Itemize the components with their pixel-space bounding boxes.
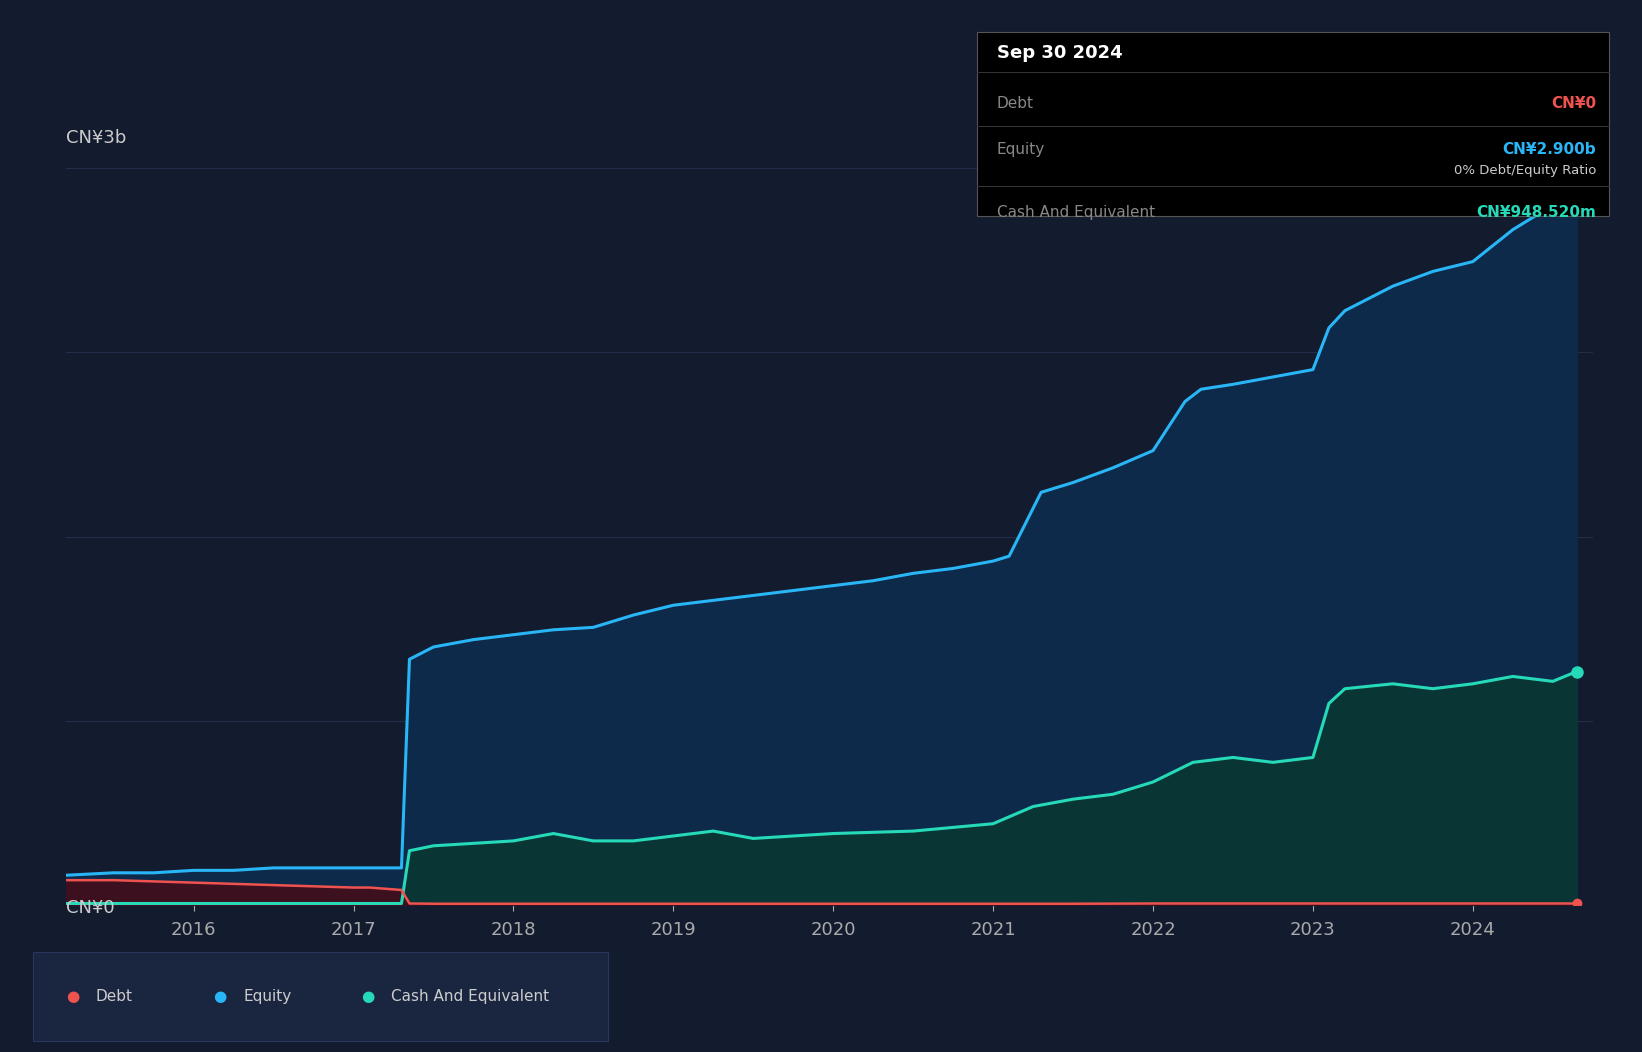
Text: CN¥3b: CN¥3b: [66, 129, 126, 147]
Text: 0% Debt/Equity Ratio: 0% Debt/Equity Ratio: [1453, 164, 1596, 177]
Text: CN¥2.900b: CN¥2.900b: [1502, 142, 1596, 157]
Text: ●: ●: [361, 989, 374, 1004]
Text: ●: ●: [66, 989, 79, 1004]
Text: Debt: Debt: [997, 96, 1034, 110]
Text: Equity: Equity: [243, 989, 291, 1004]
Text: Equity: Equity: [997, 142, 1044, 157]
Text: ●: ●: [213, 989, 227, 1004]
Text: Cash And Equivalent: Cash And Equivalent: [391, 989, 548, 1004]
Text: Cash And Equivalent: Cash And Equivalent: [997, 205, 1154, 220]
Text: CN¥0: CN¥0: [66, 899, 115, 917]
Text: Sep 30 2024: Sep 30 2024: [997, 44, 1123, 62]
Text: CN¥0: CN¥0: [1552, 96, 1596, 110]
Text: Debt: Debt: [95, 989, 133, 1004]
Text: CN¥948.520m: CN¥948.520m: [1476, 205, 1596, 220]
